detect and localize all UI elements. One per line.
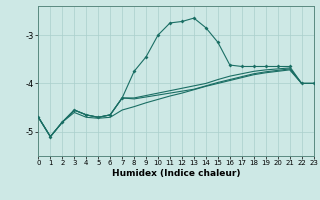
X-axis label: Humidex (Indice chaleur): Humidex (Indice chaleur) xyxy=(112,169,240,178)
